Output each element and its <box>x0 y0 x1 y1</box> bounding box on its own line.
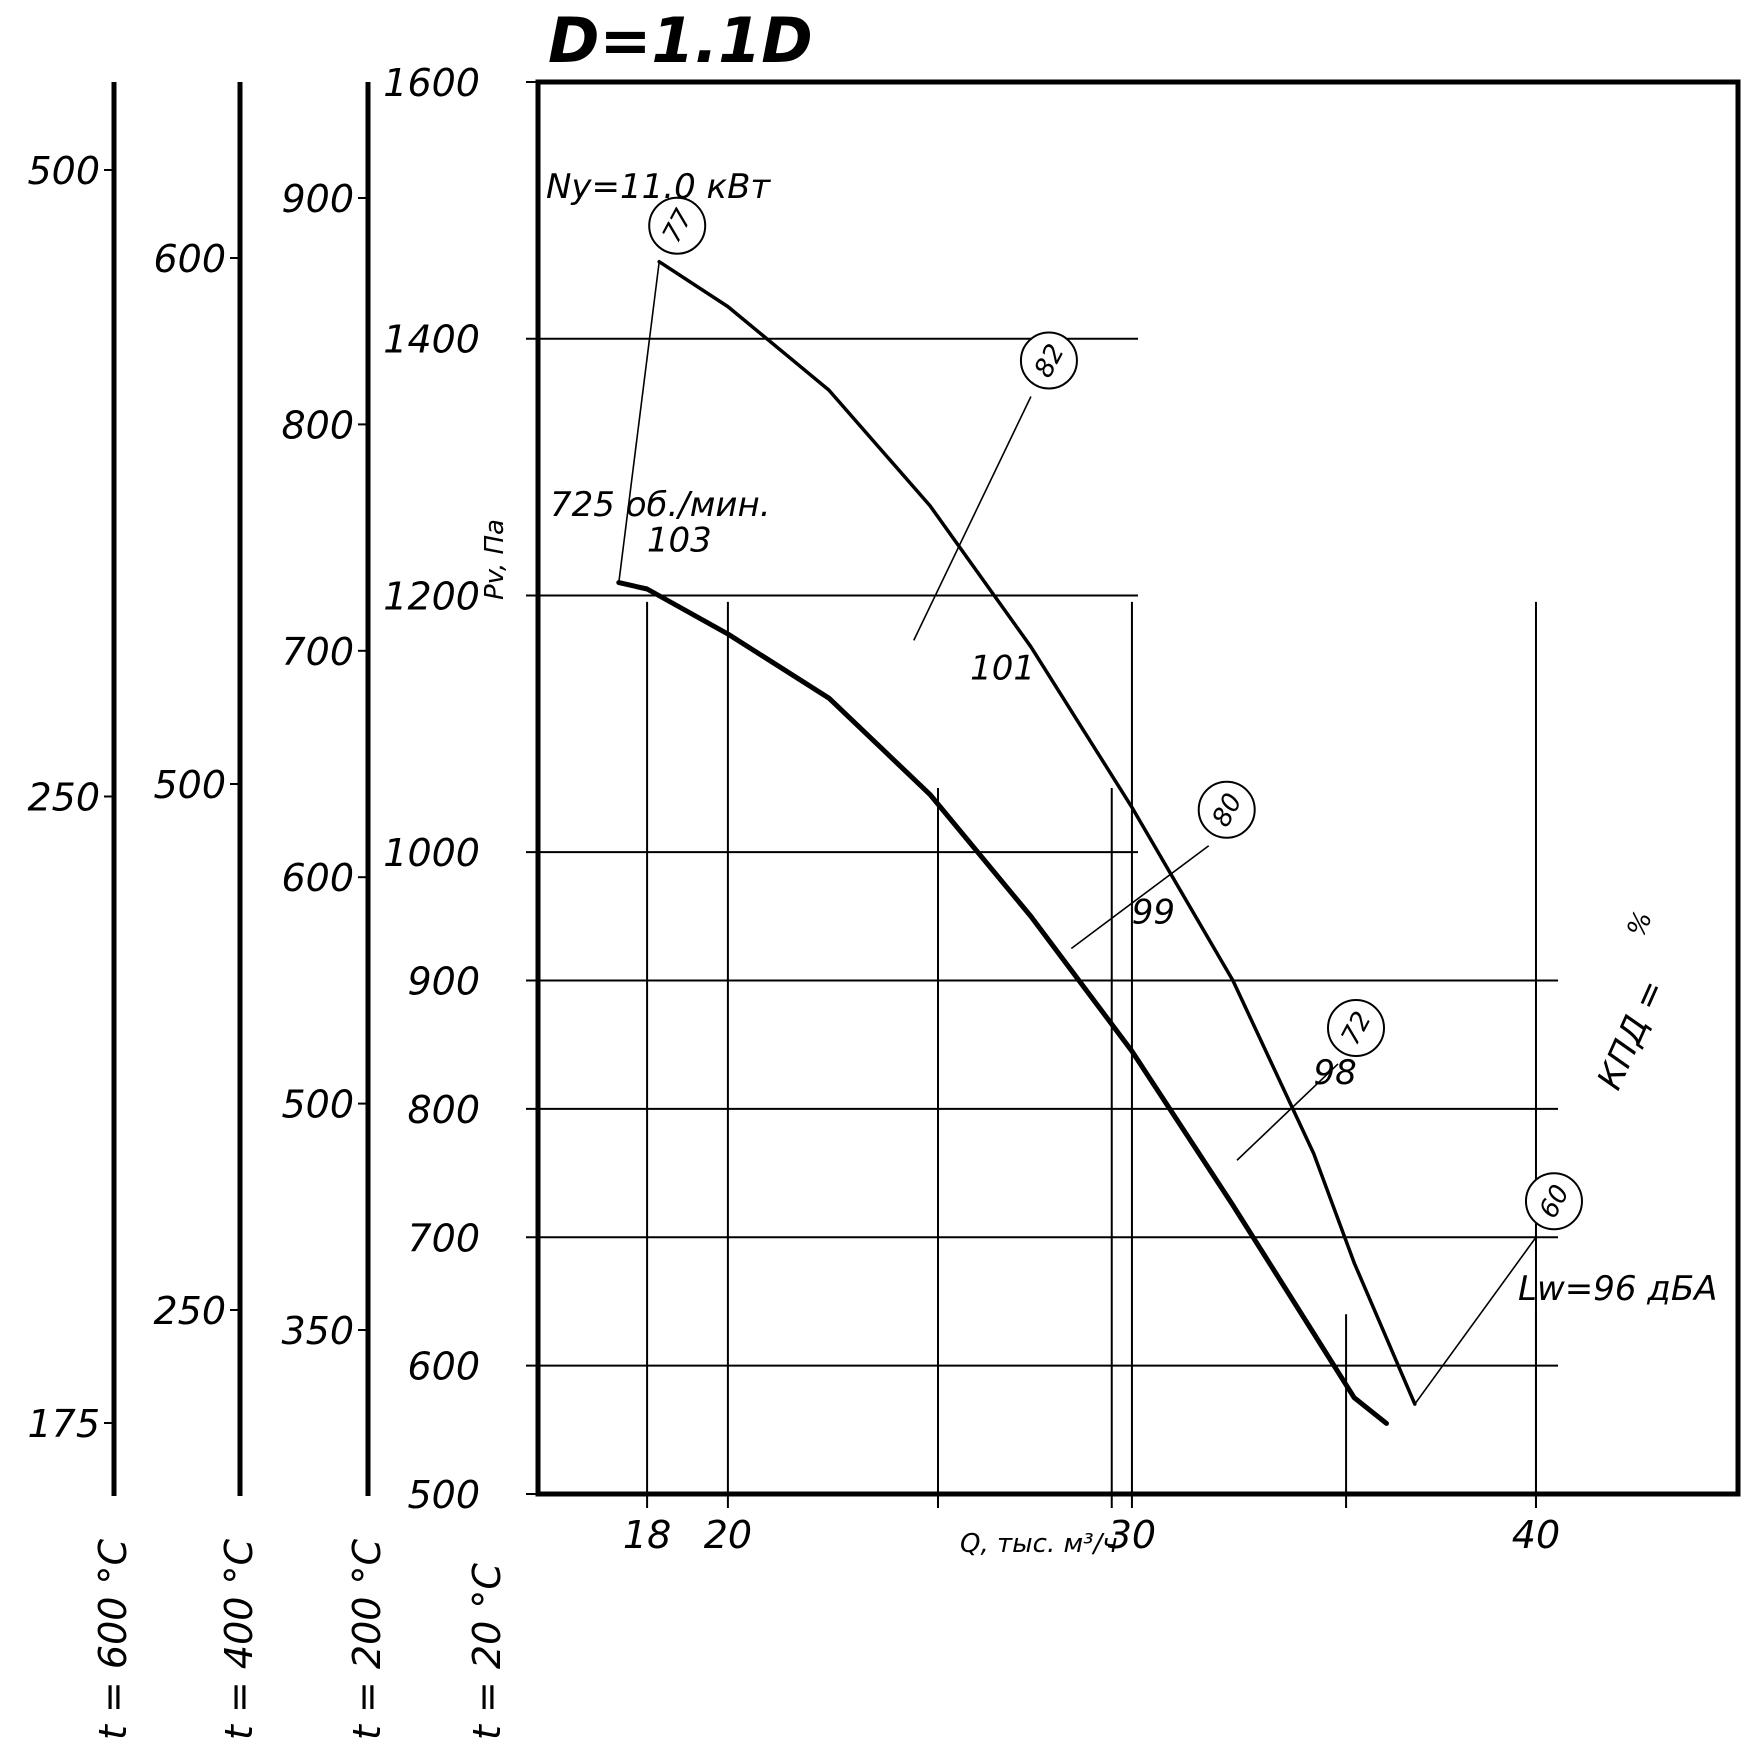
y-tick-label: 700 <box>407 1216 480 1260</box>
efficiency-label: КПД = <box>1590 974 1674 1096</box>
temperature-scales: t = 20 °C 900 800 700 600 500 350 t = 200 °C 600… <box>27 82 509 1740</box>
y-axis-label: Pv, Па <box>480 519 510 600</box>
temperature-scale-label: t = 200 °C <box>345 1538 389 1740</box>
upper-curve <box>657 259 1417 1406</box>
noise-value: 101 <box>970 649 1035 689</box>
noise-value: 103 <box>647 520 712 560</box>
temperature-tick-label: 250 <box>27 776 100 820</box>
noise-value: 98 <box>1314 1053 1357 1093</box>
x-tick-label: 30 <box>1108 1513 1156 1557</box>
y-tick-label: 900 <box>407 960 480 1004</box>
efficiency-line <box>913 396 1032 641</box>
temperature-scale-label: t = 600 °C <box>91 1538 135 1740</box>
efficiency-circle <box>648 196 707 255</box>
x-tick-label: 18 <box>623 1513 671 1557</box>
temperature-tick-label: 500 <box>27 149 100 193</box>
temperature-scale-label: t = 20 °C <box>465 1563 509 1740</box>
temperature-tick-label: 500 <box>153 763 226 807</box>
efficiency-unit: % <box>1621 907 1658 942</box>
y-tick-label: 1600 <box>383 61 480 105</box>
x-tick-label: 40 <box>1512 1513 1560 1557</box>
temperature-tick-label: 600 <box>281 856 354 900</box>
temperature-tick-label: 900 <box>281 177 354 221</box>
y-tick-label: 500 <box>407 1473 480 1517</box>
temperature-tick-label: 800 <box>281 403 354 447</box>
x-axis-label: Q, тыс. м³/ч <box>960 1529 1118 1559</box>
noise-value: 99 <box>1132 893 1175 933</box>
chart-title: D=1.1D <box>548 4 813 77</box>
efficiency-line <box>1414 1236 1537 1405</box>
efficiency-circle <box>1019 331 1078 390</box>
y-tick-label: 800 <box>407 1088 480 1132</box>
temperature-tick-label: 500 <box>281 1083 354 1127</box>
noise-level-label: Lw=96 дБА <box>1518 1269 1717 1309</box>
y-tick-label: 1400 <box>383 318 480 362</box>
temperature-tick-label: 700 <box>281 630 354 674</box>
y-tick-label: 1200 <box>383 574 480 618</box>
speed-label: 725 об./мин. <box>550 485 771 525</box>
series-curves <box>616 259 1417 1426</box>
efficiency-circle <box>1524 1172 1583 1231</box>
efficiency-circle <box>1197 780 1256 839</box>
efficiency-line <box>1070 845 1210 950</box>
chart-labels: 103 101 99 98 <box>647 520 1357 1093</box>
y-tick-label: 600 <box>407 1345 480 1389</box>
efficiency-annotation: КПД = % <box>1590 907 1674 1096</box>
lower-curve <box>616 580 1389 1426</box>
temperature-scale-label: t = 400 °C <box>217 1538 261 1740</box>
efficiency-line <box>618 261 661 583</box>
temperature-tick-label: 175 <box>27 1402 100 1446</box>
power-label: Ny=11.0 кВт <box>546 167 771 207</box>
y-tick-label: 1000 <box>383 831 480 875</box>
temperature-tick-label: 250 <box>153 1289 226 1333</box>
efficiency-circle <box>1327 998 1385 1057</box>
grid-lines: 1600 1400 1200 1000 900 800 700 600 500 18 20 30 40 <box>383 61 1560 1557</box>
temperature-tick-label: 600 <box>153 237 226 281</box>
efficiency-line <box>1236 1063 1339 1161</box>
temperature-tick-label: 350 <box>281 1309 354 1353</box>
x-tick-label: 20 <box>704 1513 752 1557</box>
